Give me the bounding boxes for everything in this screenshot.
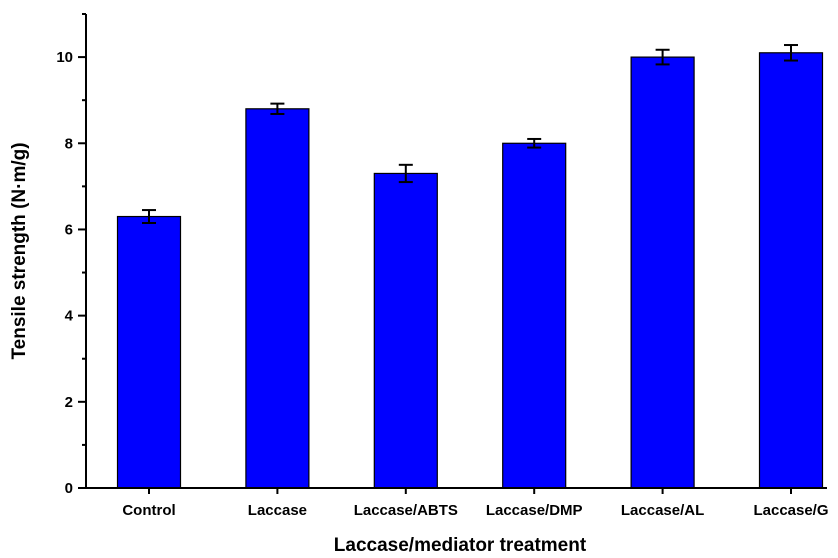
- bar-laccase: [245, 108, 310, 489]
- y-tick-label: 6: [65, 221, 73, 238]
- x-tick-label: Laccase/G: [753, 502, 828, 519]
- error-bar: [784, 44, 798, 62]
- x-tick-label: Laccase: [248, 502, 307, 519]
- bar-control: [116, 215, 182, 489]
- error-bar: [527, 137, 542, 149]
- y-tick-label: 8: [65, 135, 73, 152]
- bars-group: [116, 52, 824, 489]
- axes-group: [85, 14, 827, 489]
- x-tick-label: Laccase/DMP: [486, 502, 583, 519]
- error-bars-group: [142, 44, 798, 224]
- y-tick-label: 2: [65, 394, 73, 411]
- x-axis-title: Laccase/mediator treatment: [334, 535, 587, 556]
- bar-laccase-abts: [373, 172, 438, 489]
- error-bar: [655, 48, 670, 66]
- x-tick-label: Control: [122, 502, 175, 519]
- error-bar: [270, 102, 285, 115]
- error-bar: [142, 209, 156, 224]
- x-tick-label: Laccase/ABTS: [354, 502, 458, 519]
- bar-laccase-g: [758, 52, 824, 489]
- y-tick-label: 10: [56, 49, 73, 66]
- y-ticks-group: 0 2 4 6 8 10: [56, 13, 86, 497]
- bar-laccase-dmp: [502, 142, 567, 489]
- y-tick-label: 4: [65, 308, 74, 325]
- y-axis-title: Tensile strength (N·m/g): [9, 142, 30, 359]
- error-bar: [398, 163, 413, 184]
- x-ticks-group: Control Laccase Laccase/ABTS Laccase/DMP Lac…: [122, 488, 829, 519]
- bar-laccase-al: [630, 56, 695, 489]
- x-tick-label: Laccase/AL: [621, 502, 704, 519]
- y-tick-label: 0: [65, 480, 73, 497]
